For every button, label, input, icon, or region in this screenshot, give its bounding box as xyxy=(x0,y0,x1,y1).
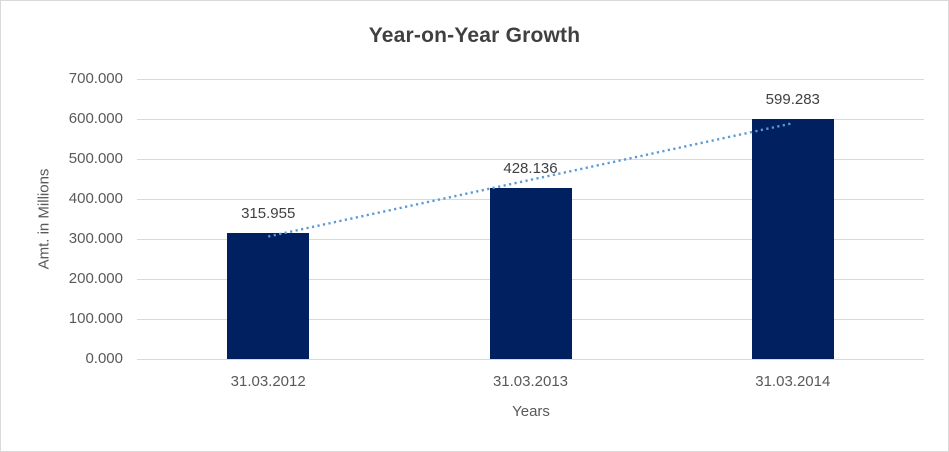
gridline xyxy=(137,359,924,360)
y-axis-tick-label: 100.000 xyxy=(68,310,123,327)
bar xyxy=(227,232,310,359)
bar-data-label: 428.136 xyxy=(503,159,558,177)
y-axis-tick-label: 600.000 xyxy=(68,110,123,127)
y-axis-tick-label: 300.000 xyxy=(68,230,123,247)
y-axis-tick-label: 400.000 xyxy=(68,190,123,207)
x-axis-title: Years xyxy=(512,403,550,420)
bar xyxy=(751,119,834,359)
bar xyxy=(489,187,572,359)
bar-data-label: 315.955 xyxy=(241,204,296,222)
y-axis-tick-label: 200.000 xyxy=(68,270,123,287)
gridline xyxy=(137,119,924,120)
chart-title: Year-on-Year Growth xyxy=(368,24,581,47)
x-axis-category-label: 31.03.2012 xyxy=(230,373,306,390)
x-axis-category-label: 31.03.2013 xyxy=(492,373,569,390)
y-axis-title: Amt. in Millions xyxy=(35,168,53,270)
gridline xyxy=(137,79,924,80)
bar-data-label: 599.283 xyxy=(765,91,820,109)
y-axis-tick-label: 700.000 xyxy=(68,70,123,87)
x-axis-category-label: 31.03.2014 xyxy=(755,373,831,390)
y-axis-tick-label: 0.000 xyxy=(85,350,123,367)
y-axis-tick-label: 500.000 xyxy=(68,150,123,167)
